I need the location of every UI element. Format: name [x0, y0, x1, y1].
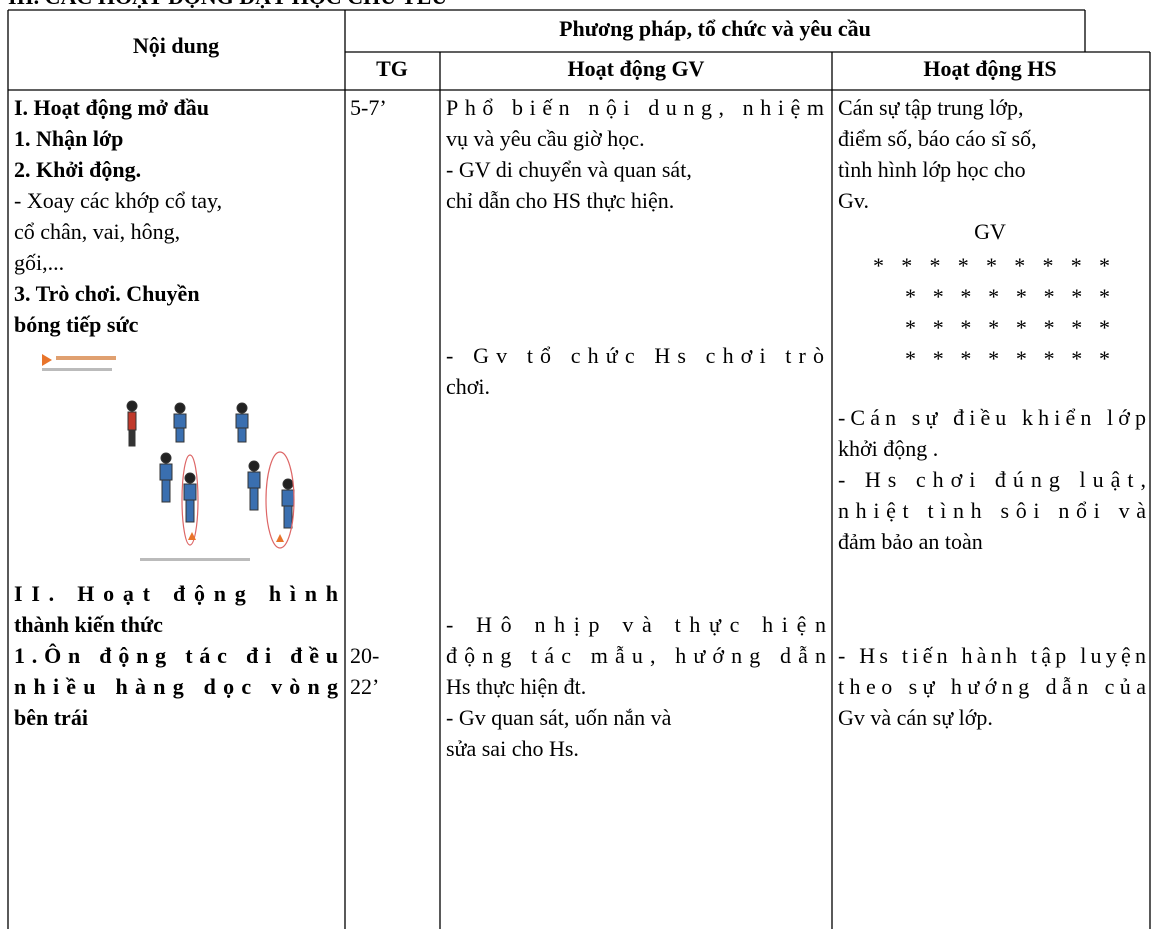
formation-row: * * * * * * * * [905, 346, 1110, 371]
content-line: 2. Khởi động. [14, 157, 141, 182]
content-line: gối,... [14, 250, 64, 275]
student-line: Cán sự tập trung lớp, [838, 95, 1024, 120]
teacher-line: Hs thực hiện đt. [446, 674, 586, 699]
teacher-line: chơi. [446, 374, 490, 399]
student-line: đảm bảo an toàn [838, 529, 983, 554]
content-line: thành kiến thức [14, 612, 163, 637]
teacher-line: động tác mẫu, hướng dẫn [446, 643, 826, 668]
time-line: 22’ [350, 674, 379, 699]
student-line: -Cán sự điều khiển lớp [838, 405, 1146, 430]
time-line: 20- [350, 643, 379, 668]
teacher-line: chỉ dẫn cho HS thực hiện. [446, 188, 674, 213]
student-line: theo sự hướng dẫn của [838, 674, 1146, 699]
section-heading: III. CÁC HOẠT ĐỘNG DẠY HỌC CHỦ YẾU [8, 0, 447, 9]
content-line: 1. Nhận lớp [14, 126, 123, 151]
header-cell: Phương pháp, tổ chức và yêu cầu [559, 16, 871, 41]
student-line: - Hs tiến hành tập luyện [838, 643, 1146, 668]
header-cell: Hoạt động GV [568, 56, 705, 81]
content-line: 3. Trò chơi. Chuyền [14, 281, 200, 306]
teacher-line: - GV di chuyển và quan sát, [446, 157, 692, 182]
content-line: I. Hoạt động mở đầu [14, 95, 209, 120]
teacher-line: sửa sai cho Hs. [446, 736, 579, 761]
content-line: II. Hoạt động hình [14, 581, 338, 606]
teacher-line: - Hô nhịp và thực hiện [446, 612, 826, 637]
header-cell: TG [376, 56, 408, 81]
student-line: Gv. [838, 188, 869, 213]
time-line: 5-7’ [350, 95, 387, 120]
teacher-line: - Gv tổ chức Hs chơi trò [446, 343, 824, 368]
formation-row: * * * * * * * * [905, 315, 1110, 340]
teacher-line: - Gv quan sát, uốn nắn và [446, 705, 672, 730]
content-line: bóng tiếp sức [14, 312, 139, 337]
student-line: tình hình lớp học cho [838, 157, 1026, 182]
content-line: cổ chân, vai, hông, [14, 219, 180, 244]
header-cell: Hoạt động HS [923, 56, 1056, 81]
teacher-line: Phổ biến nội dung, nhiệm [446, 95, 824, 120]
illustration [40, 350, 330, 565]
formation-row: * * * * * * * * [905, 284, 1110, 309]
formation-label: GV [974, 219, 1006, 244]
student-line: - Hs chơi đúng luật, [838, 467, 1146, 492]
student-line: nhiệt tình sôi nổi và [838, 498, 1146, 523]
student-line: điểm số, báo cáo sĩ số, [838, 126, 1037, 151]
student-line: khởi động . [838, 436, 938, 461]
formation-row: * * * * * * * * * [873, 253, 1110, 278]
teacher-line: vụ và yêu cầu giờ học. [446, 126, 645, 151]
student-line: Gv và cán sự lớp. [838, 705, 993, 730]
content-line: - Xoay các khớp cổ tay, [14, 188, 222, 213]
content-line: 1.Ôn động tác đi đều [14, 643, 338, 668]
content-line: nhiều hàng dọc vòng [14, 674, 338, 699]
table-borders [7, 9, 1151, 929]
content-line: bên trái [14, 705, 88, 730]
header-cell: Nội dung [133, 33, 219, 58]
